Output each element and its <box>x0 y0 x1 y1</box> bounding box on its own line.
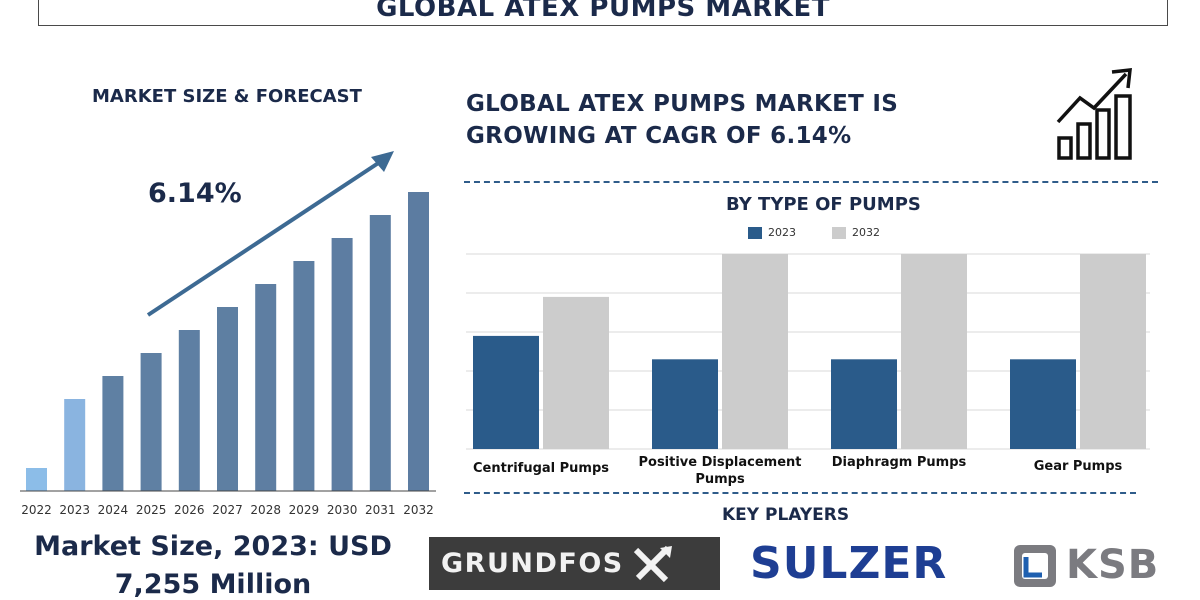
growth-trend-arrow <box>146 156 388 317</box>
forecast-tick-2023: 2023 <box>59 503 90 517</box>
pump-type-chart: Centrifugal Pumps Positive Displacement Pu… <box>466 253 1150 487</box>
market-size-line-2: 7,255 Million <box>114 569 312 600</box>
legend-label-2032: 2032 <box>852 226 880 239</box>
grundfos-logo: GRUNDFOS <box>429 537 720 590</box>
forecast-tick-2031: 2031 <box>365 503 396 517</box>
legend-swatch-2023 <box>748 226 762 239</box>
ksb-logo-icon <box>1014 545 1056 587</box>
pump-category-label: Diaphragm Pumps <box>832 455 967 470</box>
trend-arrow-head <box>371 151 394 172</box>
pump-bar-2023-1 <box>652 359 718 449</box>
key-players-title: KEY PLAYERS <box>722 505 850 525</box>
headline-line-2: GROWING AT CAGR OF 6.14% <box>466 123 852 149</box>
pump-category-label: Gear Pumps <box>1034 459 1123 474</box>
grundfos-logo-text: GRUNDFOS <box>441 548 624 579</box>
pump-bar-2032-1 <box>722 254 788 449</box>
market-size-forecast-title: MARKET SIZE & FORECAST <box>92 86 362 107</box>
forecast-tick-2026: 2026 <box>174 503 205 517</box>
pump-bar-2032-0 <box>543 296 609 449</box>
forecast-tick-2032: 2032 <box>403 503 434 517</box>
forecast-bar-2023 <box>64 399 86 491</box>
main-title: GLOBAL ATEX PUMPS MARKET <box>376 0 830 23</box>
pump-bar-2023-2 <box>831 359 897 449</box>
segment-chart-legend: 2023 2032 <box>748 226 916 239</box>
section-divider-bottom <box>464 492 1136 494</box>
forecast-bar-2024 <box>102 376 124 491</box>
pump-category-label: Centrifugal Pumps <box>473 461 609 476</box>
forecast-tick-2024: 2024 <box>98 503 129 517</box>
legend-swatch-2032 <box>832 226 846 239</box>
forecast-bar-2030 <box>331 238 353 491</box>
legend-label-2023: 2023 <box>768 226 796 239</box>
forecast-tick-2030: 2030 <box>327 503 358 517</box>
forecast-tick-2022: 2022 <box>21 503 52 517</box>
pump-category-label: Pumps <box>695 472 745 487</box>
headline-line-1: GLOBAL ATEX PUMPS MARKET IS <box>466 91 899 117</box>
ksb-logo-text: KSB <box>1066 542 1160 588</box>
legend-item-2023: 2023 <box>748 226 796 239</box>
pump-bar-2023-3 <box>1010 359 1076 449</box>
forecast-tick-2027: 2027 <box>212 503 243 517</box>
market-forecast-chart: 2022 2023 2024 2025 2026 2027 2028 2029 2030 2031… <box>20 151 436 517</box>
segment-chart-title: BY TYPE OF PUMPS <box>726 194 921 215</box>
forecast-bar-2022 <box>26 468 47 491</box>
legend-item-2032: 2032 <box>832 226 880 239</box>
forecast-bar-2027 <box>217 307 238 491</box>
forecast-bar-2029 <box>293 261 315 491</box>
forecast-bar-2026 <box>178 330 200 491</box>
pump-bar-2032-3 <box>1080 254 1146 449</box>
market-size-text: Market Size, 2023: USD 7,255 Million <box>18 528 408 600</box>
forecast-bar-2025 <box>140 353 162 491</box>
sulzer-logo: SULZER <box>750 538 948 589</box>
cagr-annotation: 6.14% <box>148 178 242 209</box>
section-divider-top <box>464 181 1158 183</box>
pump-category-label: Positive Displacement <box>638 455 801 470</box>
headline: GLOBAL ATEX PUMPS MARKET IS GROWING AT C… <box>466 88 898 152</box>
forecast-tick-2028: 2028 <box>250 503 281 517</box>
pump-bar-2032-2 <box>901 254 967 449</box>
grundfos-x-icon <box>633 545 672 582</box>
market-size-line-1: Market Size, 2023: USD <box>34 531 392 562</box>
pump-bar-2023-0 <box>473 335 539 449</box>
forecast-bar-2032 <box>408 192 429 491</box>
forecast-tick-2025: 2025 <box>136 503 167 517</box>
forecast-bar-2028 <box>255 284 277 491</box>
main-title-box: GLOBAL ATEX PUMPS MARKET <box>38 0 1168 26</box>
forecast-tick-2029: 2029 <box>289 503 320 517</box>
bar-growth-arrow-icon <box>1056 68 1132 160</box>
forecast-bar-2031 <box>369 215 391 491</box>
